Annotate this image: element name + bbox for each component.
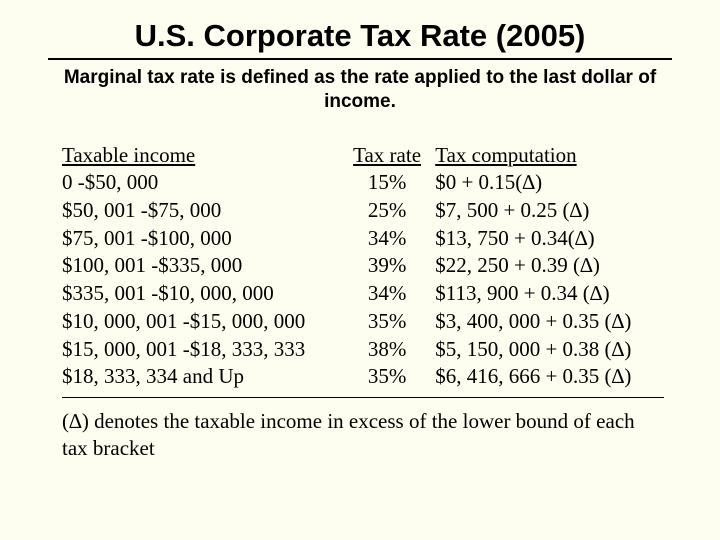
cell-computation: $113, 900 + 0.34 (∆): [435, 280, 664, 308]
cell-income: $50, 001 -$75, 000: [62, 197, 339, 225]
cell-income: 0 -$50, 000: [62, 169, 339, 197]
header-computation: Tax computation: [435, 142, 664, 170]
title-rule: [48, 58, 672, 60]
cell-income: $10, 000, 001 -$15, 000, 000: [62, 308, 339, 336]
cell-rate: 35%: [339, 363, 435, 391]
cell-income: $18, 333, 334 and Up: [62, 363, 339, 391]
cell-income: $100, 001 -$335, 000: [62, 252, 339, 280]
page-title: U.S. Corporate Tax Rate (2005): [48, 18, 672, 54]
tax-table: Taxable income Tax rate Tax computation …: [62, 142, 664, 391]
cell-computation: $7, 500 + 0.25 (∆): [435, 197, 664, 225]
header-rate: Tax rate: [339, 142, 435, 170]
cell-computation: $5, 150, 000 + 0.38 (∆): [435, 336, 664, 364]
cell-rate: 35%: [339, 308, 435, 336]
cell-rate: 34%: [339, 225, 435, 253]
table-header-row: Taxable income Tax rate Tax computation: [62, 142, 664, 170]
table-row: $100, 001 -$335, 000 39% $22, 250 + 0.39…: [62, 252, 664, 280]
table-row: $18, 333, 334 and Up 35% $6, 416, 666 + …: [62, 363, 664, 391]
cell-computation: $6, 416, 666 + 0.35 (∆): [435, 363, 664, 391]
slide: U.S. Corporate Tax Rate (2005) Marginal …: [0, 0, 720, 540]
cell-income: $15, 000, 001 -$18, 333, 333: [62, 336, 339, 364]
cell-rate: 39%: [339, 252, 435, 280]
table-bottom-rule: [62, 397, 664, 398]
footnote: (∆) denotes the taxable income in excess…: [62, 408, 654, 463]
table-row: $335, 001 -$10, 000, 000 34% $113, 900 +…: [62, 280, 664, 308]
cell-rate: 25%: [339, 197, 435, 225]
table-row: $50, 001 -$75, 000 25% $7, 500 + 0.25 (∆…: [62, 197, 664, 225]
table-row: $10, 000, 001 -$15, 000, 000 35% $3, 400…: [62, 308, 664, 336]
subtitle: Marginal tax rate is defined as the rate…: [48, 66, 672, 114]
table-row: $75, 001 -$100, 000 34% $13, 750 + 0.34(…: [62, 225, 664, 253]
cell-computation: $13, 750 + 0.34(∆): [435, 225, 664, 253]
cell-rate: 15%: [339, 169, 435, 197]
cell-computation: $3, 400, 000 + 0.35 (∆): [435, 308, 664, 336]
cell-computation: $0 + 0.15(∆): [435, 169, 664, 197]
header-income: Taxable income: [62, 142, 339, 170]
tax-table-wrap: Taxable income Tax rate Tax computation …: [62, 142, 664, 391]
cell-income: $75, 001 -$100, 000: [62, 225, 339, 253]
cell-rate: 34%: [339, 280, 435, 308]
table-row: 0 -$50, 000 15% $0 + 0.15(∆): [62, 169, 664, 197]
cell-rate: 38%: [339, 336, 435, 364]
cell-computation: $22, 250 + 0.39 (∆): [435, 252, 664, 280]
table-row: $15, 000, 001 -$18, 333, 333 38% $5, 150…: [62, 336, 664, 364]
cell-income: $335, 001 -$10, 000, 000: [62, 280, 339, 308]
